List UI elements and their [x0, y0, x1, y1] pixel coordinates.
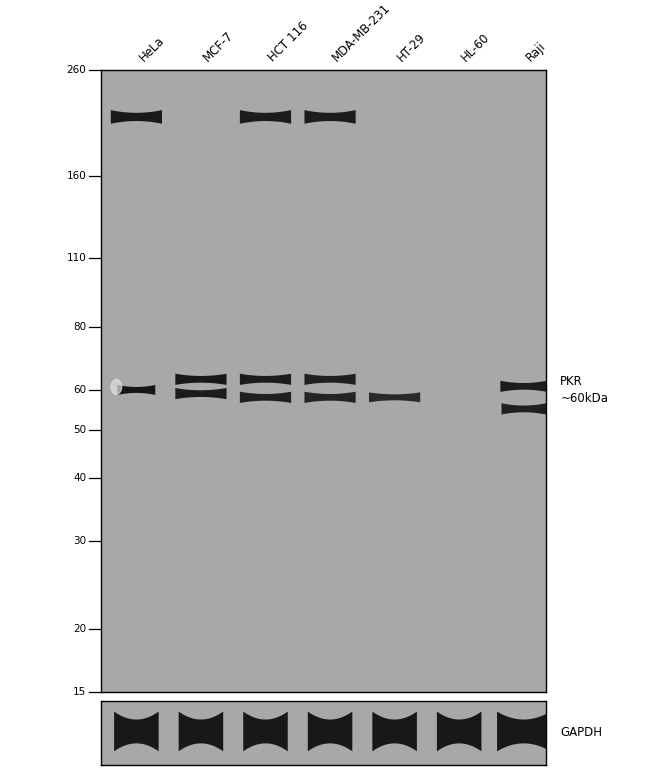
Circle shape [111, 379, 122, 394]
Text: HL-60: HL-60 [459, 30, 493, 64]
Text: MCF-7: MCF-7 [201, 29, 236, 64]
PathPatch shape [114, 712, 159, 752]
Text: HT-29: HT-29 [395, 30, 428, 64]
Text: MDA-MB-231: MDA-MB-231 [330, 1, 393, 64]
PathPatch shape [304, 392, 356, 403]
PathPatch shape [502, 404, 546, 414]
Text: 15: 15 [73, 687, 86, 697]
PathPatch shape [111, 110, 162, 124]
PathPatch shape [176, 388, 227, 399]
PathPatch shape [118, 385, 155, 395]
Text: 80: 80 [73, 322, 86, 332]
PathPatch shape [369, 393, 420, 402]
PathPatch shape [308, 712, 352, 752]
Text: GAPDH: GAPDH [560, 726, 603, 739]
PathPatch shape [176, 374, 227, 385]
Text: 110: 110 [67, 253, 86, 263]
PathPatch shape [500, 381, 547, 392]
Text: Raji: Raji [524, 39, 549, 64]
Text: 260: 260 [67, 66, 86, 75]
Text: 30: 30 [73, 536, 86, 546]
Text: 50: 50 [73, 425, 86, 435]
Text: HCT 116: HCT 116 [265, 20, 311, 64]
PathPatch shape [240, 374, 291, 385]
PathPatch shape [497, 712, 551, 752]
PathPatch shape [304, 110, 356, 124]
PathPatch shape [243, 712, 288, 752]
PathPatch shape [240, 392, 291, 403]
Text: 160: 160 [67, 171, 86, 181]
PathPatch shape [179, 712, 223, 752]
Text: HeLa: HeLa [136, 34, 166, 64]
Text: 60: 60 [73, 385, 86, 395]
PathPatch shape [304, 374, 356, 385]
Text: 40: 40 [73, 473, 86, 483]
PathPatch shape [372, 712, 417, 752]
Text: 20: 20 [73, 624, 86, 634]
Text: PKR
~60kDa: PKR ~60kDa [560, 375, 608, 405]
PathPatch shape [437, 712, 482, 752]
PathPatch shape [240, 110, 291, 124]
